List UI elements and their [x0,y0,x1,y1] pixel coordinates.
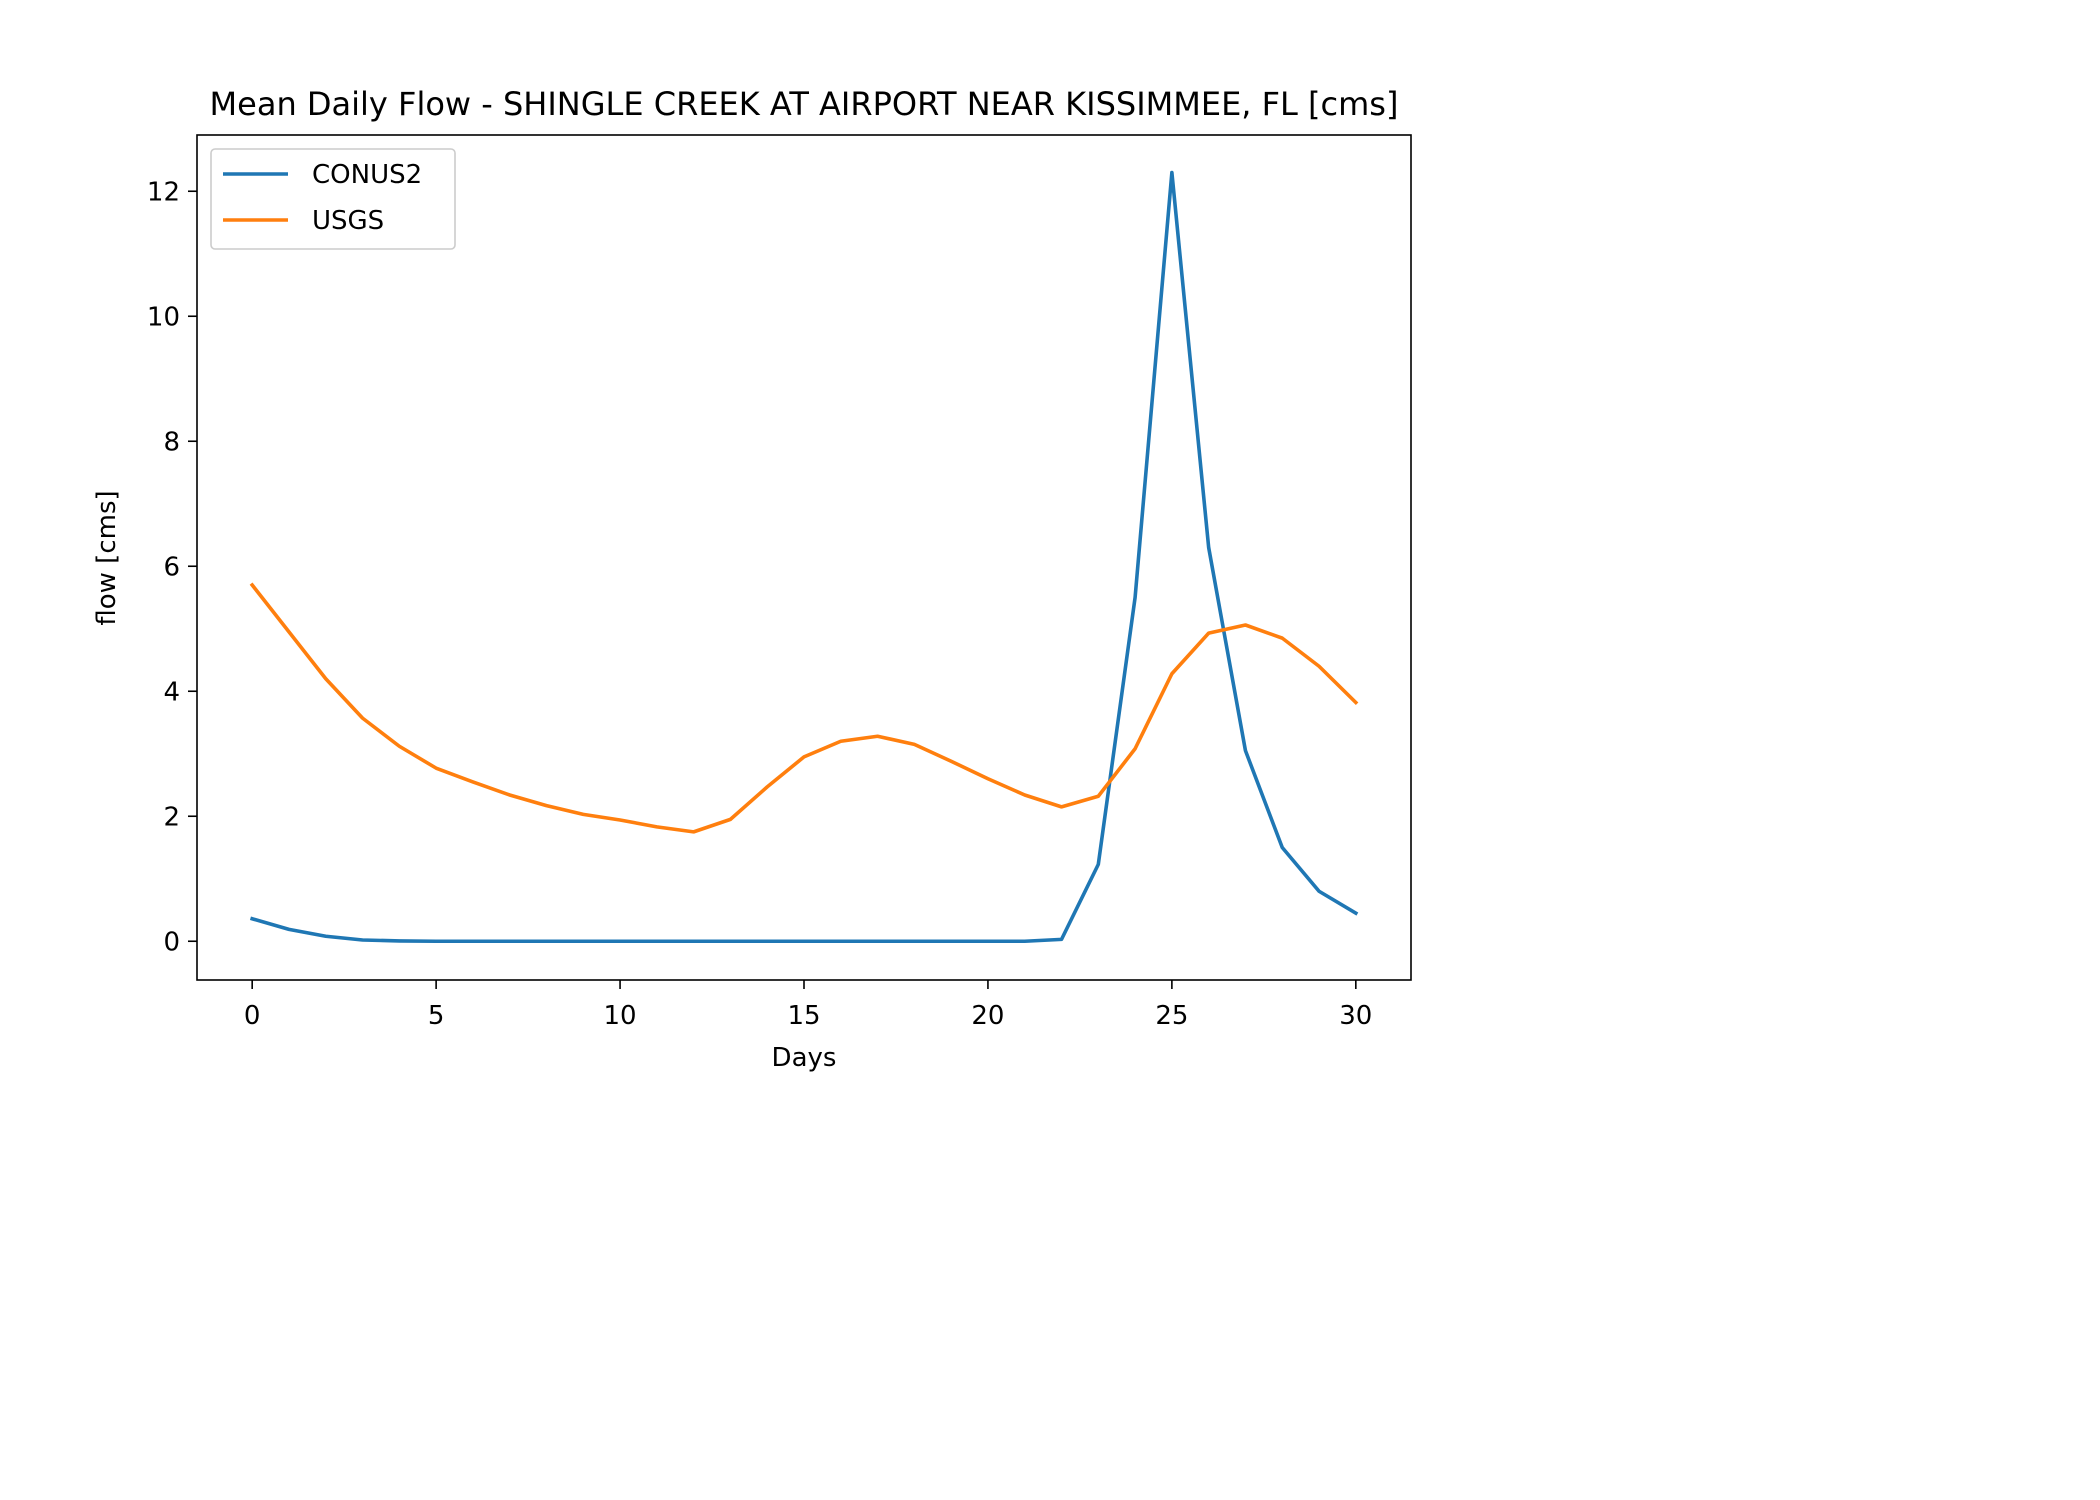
x-tick-label: 25 [1155,1001,1188,1031]
legend: CONUS2 USGS [210,148,456,250]
x-axis-label: Days [772,1043,837,1073]
x-tick-label: 30 [1339,1001,1372,1031]
legend-items: CONUS2 USGS [223,160,422,236]
y-tick-label: 0 [163,927,180,957]
x-tick-label: 10 [604,1001,637,1031]
x-tick-label: 15 [787,1001,820,1031]
legend-label-conus2: CONUS2 [312,160,422,190]
x-axis-ticks: 0 5 10 15 20 25 30 [244,980,1372,1031]
y-tick-label: 4 [163,677,180,707]
series-line-conus2 [249,170,1359,944]
x-tick-label: 0 [244,1001,261,1031]
x-tick-label: 20 [971,1001,1004,1031]
y-tick-label: 10 [147,302,180,332]
line-chart: Mean Daily Flow - SHINGLE CREEK AT AIRPO… [92,85,1412,1073]
y-tick-label: 2 [163,802,180,832]
x-tick-label: 5 [428,1001,445,1031]
y-axis-label: flow [cms] [92,490,122,625]
legend-label-usgs: USGS [312,206,384,236]
axes-frame [196,134,1412,981]
y-tick-label: 12 [147,177,180,207]
y-tick-label: 6 [163,552,180,582]
plot-area [196,134,1412,981]
series-layer [249,170,1359,944]
y-tick-label: 8 [163,427,180,457]
series-line-usgs [249,582,1359,834]
chart-title: Mean Daily Flow - SHINGLE CREEK AT AIRPO… [210,85,1399,123]
y-axis-ticks: 0 2 4 6 8 10 12 [147,177,197,957]
